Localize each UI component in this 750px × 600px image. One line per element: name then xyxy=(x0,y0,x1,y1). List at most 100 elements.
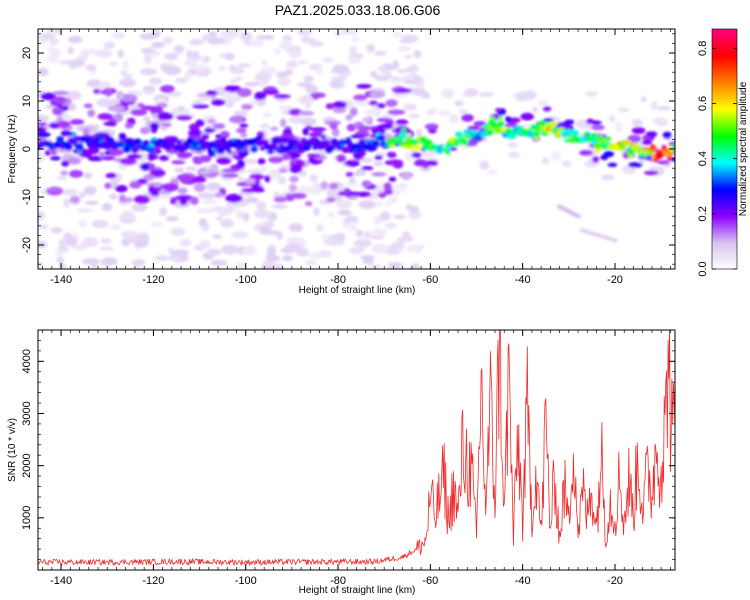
spectrogram-blob xyxy=(454,100,464,107)
spectrogram-blob xyxy=(82,237,99,248)
spectrogram-blob xyxy=(268,156,284,164)
spectrogram-blob xyxy=(203,128,216,133)
spectrogram-blob xyxy=(666,156,672,161)
spectrogram-blob xyxy=(143,174,155,181)
spectrogram-blob xyxy=(370,71,378,78)
spectrogram-blob xyxy=(391,31,403,38)
spectrogram-blob xyxy=(192,175,207,183)
spectrogram-blob xyxy=(275,263,285,269)
spectrogram-blob xyxy=(80,49,98,55)
spectrogram-blob xyxy=(320,181,329,190)
colorbar-segment xyxy=(712,251,737,254)
spectrogram-blob xyxy=(207,248,222,256)
spectrogram-blob xyxy=(332,106,346,114)
spectrogram-blob xyxy=(449,114,460,124)
spectrogram-blob xyxy=(305,84,318,95)
colorbar-segment xyxy=(712,175,737,178)
spectrogram-blob xyxy=(229,78,238,84)
spectrogram-blob xyxy=(85,64,97,71)
spectrogram-blob xyxy=(257,135,263,140)
spectrogram-blob xyxy=(239,132,248,138)
spectrogram-blob xyxy=(628,154,634,159)
spectrogram-blob xyxy=(91,219,109,229)
spectrogram-blob xyxy=(345,137,351,142)
spectrogram-blob xyxy=(364,256,373,262)
spectrogram-blob xyxy=(170,227,186,237)
spectrogram-blob xyxy=(207,118,217,124)
spectrogram-blob xyxy=(240,147,246,152)
spectrogram-blob xyxy=(243,158,258,165)
spectrogram-blob xyxy=(68,157,82,165)
spectrogram-blob xyxy=(98,246,115,251)
spectrogram-blob xyxy=(346,191,362,196)
spectrogram-blob xyxy=(349,247,364,255)
spectrogram-blob xyxy=(403,54,413,60)
colorbar-segment xyxy=(712,191,737,194)
spectrogram-blob xyxy=(262,112,272,118)
spectrogram-blob xyxy=(118,78,137,88)
spectrogram-blob xyxy=(177,187,188,195)
spectrogram-blob xyxy=(285,243,302,252)
spectrogram-blob xyxy=(355,229,364,238)
colorbar-segment xyxy=(712,243,737,246)
spectrogram-blob xyxy=(325,197,336,203)
colorbar-segment xyxy=(712,241,737,244)
spectrogram-blob xyxy=(374,155,383,160)
spectrogram-blob xyxy=(75,142,84,150)
spectrogram-blob xyxy=(235,209,243,220)
colorbar-segment xyxy=(712,65,737,68)
spectrogram-blob xyxy=(149,105,163,114)
spectrogram-blob xyxy=(199,218,208,227)
spectrogram-blob xyxy=(121,210,135,221)
spectrogram-blob xyxy=(60,129,71,137)
spectrogram-blob xyxy=(147,146,156,154)
spectrogram-blob xyxy=(514,131,520,136)
colorbar-segment xyxy=(712,163,737,166)
spectrogram-blob xyxy=(162,183,179,192)
colorbar-segment xyxy=(712,161,737,164)
spectrogram-blob xyxy=(345,171,354,177)
spectrogram-blob xyxy=(181,254,189,262)
spectrogram-blob xyxy=(225,193,243,203)
spectrogram-blob xyxy=(353,94,368,101)
spectrogram-blob xyxy=(305,260,317,266)
spectrogram-blob xyxy=(101,156,116,161)
spectrogram-blob xyxy=(38,114,49,124)
spectrogram-blob xyxy=(532,106,539,114)
spectrogram-blob xyxy=(158,155,170,161)
spectrogram-blob xyxy=(661,145,667,150)
colorbar-segment xyxy=(712,111,737,114)
spectrogram-blob xyxy=(631,126,646,135)
spectrogram-blob xyxy=(664,147,670,152)
spectrogram-blob xyxy=(169,196,177,205)
spectrogram-blob xyxy=(199,239,211,250)
spectrogram-blob xyxy=(363,109,379,116)
spectrogram-blob xyxy=(64,143,73,151)
spectrogram-blob xyxy=(541,156,550,165)
spectrogram-blob xyxy=(266,172,283,181)
spectrogram-blob xyxy=(328,182,339,190)
snr-ytick-label: 2000 xyxy=(21,453,33,477)
spectrogram-blob xyxy=(420,91,431,100)
spectrogram-blob xyxy=(150,29,161,39)
spectrogram-xtick-label: -20 xyxy=(607,274,623,286)
spectrogram-blob xyxy=(277,76,292,87)
spectrogram-blob xyxy=(216,157,232,165)
spectrogram-blob xyxy=(331,76,348,81)
spectrogram-blob xyxy=(177,105,185,112)
spectrogram-blob xyxy=(173,45,185,52)
colorbar-segment xyxy=(712,267,737,270)
spectrogram-blob xyxy=(542,118,555,123)
spectrogram-blob xyxy=(645,131,658,138)
spectrogram-xtick-label: -60 xyxy=(422,274,438,286)
colorbar-segment xyxy=(712,195,737,198)
spectrogram-blob xyxy=(354,152,362,160)
spectrogram-blob xyxy=(411,152,422,158)
spectrogram-blob xyxy=(354,100,370,107)
spectrogram-blob xyxy=(399,38,412,44)
colorbar-segment xyxy=(712,87,737,90)
spectrogram-blob xyxy=(486,125,492,130)
spectrogram-blob xyxy=(169,136,178,144)
spectrogram-blob xyxy=(186,137,195,145)
spectrogram-blob xyxy=(340,29,359,35)
